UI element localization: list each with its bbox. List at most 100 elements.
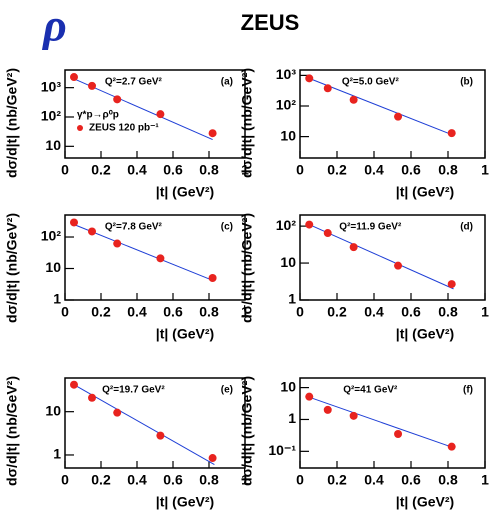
data-point bbox=[447, 442, 456, 451]
panel-label: (c) bbox=[221, 222, 233, 233]
data-point bbox=[70, 73, 78, 82]
data-point bbox=[113, 239, 122, 248]
plot-frame bbox=[64, 214, 246, 301]
figure-title: ZEUS bbox=[241, 10, 300, 35]
x-tick-label: 0 bbox=[296, 162, 304, 178]
data-point bbox=[447, 280, 456, 289]
fit-line bbox=[309, 77, 454, 136]
y-tick-label: 10² bbox=[276, 217, 297, 233]
y-axis-label: dσ/d|t| (nb/GeV²) bbox=[4, 213, 20, 323]
x-tick-label: 0.2 bbox=[327, 162, 347, 178]
panel-label: (d) bbox=[460, 222, 473, 233]
panel-label: (b) bbox=[460, 77, 473, 88]
x-tick-label: 0.6 bbox=[163, 162, 183, 178]
x-tick-label: 0.6 bbox=[163, 472, 183, 488]
x-tick-label: 0 bbox=[296, 304, 304, 320]
y-tick-label: 1 bbox=[288, 291, 296, 307]
x-tick-label: 1 bbox=[241, 304, 249, 320]
y-tick-label: 10 bbox=[45, 137, 61, 153]
x-tick-label: 0.2 bbox=[327, 304, 347, 320]
data-point bbox=[88, 393, 96, 402]
x-axis-label: |t| (GeV²) bbox=[156, 184, 214, 200]
y-tick-label: 10² bbox=[276, 97, 297, 113]
x-axis-label: |t| (GeV²) bbox=[156, 494, 214, 510]
data-point bbox=[88, 81, 96, 90]
data-point bbox=[70, 218, 78, 227]
data-point bbox=[323, 84, 332, 93]
plot-frame bbox=[299, 214, 486, 301]
data-point bbox=[113, 95, 122, 104]
x-tick-label: 0.8 bbox=[438, 304, 458, 320]
data-point bbox=[156, 110, 165, 119]
y-tick-label: 10² bbox=[41, 228, 62, 244]
data-point bbox=[323, 405, 332, 414]
x-tick-label: 0.4 bbox=[364, 472, 384, 488]
rho-symbol: ρ bbox=[41, 0, 67, 51]
x-axis-label: |t| (GeV²) bbox=[396, 326, 454, 342]
x-axis-label: |t| (GeV²) bbox=[156, 326, 214, 342]
plot-frame bbox=[64, 377, 246, 469]
y-axis-label: dσ/d|t| (nb/GeV²) bbox=[239, 213, 255, 323]
panel-label: (f) bbox=[463, 385, 473, 396]
x-tick-label: 0.8 bbox=[438, 472, 458, 488]
q2-label: Q²=7.8 GeV² bbox=[105, 222, 163, 233]
data-point bbox=[70, 380, 78, 389]
x-tick-label: 0.8 bbox=[199, 162, 219, 178]
fit-line bbox=[309, 396, 454, 449]
x-tick-label: 0.6 bbox=[401, 472, 421, 488]
legend-marker bbox=[77, 125, 83, 131]
fit-line bbox=[73, 78, 213, 141]
data-point bbox=[156, 254, 165, 263]
y-tick-label: 10³ bbox=[41, 78, 62, 94]
data-point bbox=[349, 95, 358, 104]
x-axis-label: |t| (GeV²) bbox=[396, 184, 454, 200]
y-tick-label: 10 bbox=[280, 254, 296, 270]
y-tick-label: 10³ bbox=[276, 66, 297, 82]
x-tick-label: 0.4 bbox=[364, 162, 384, 178]
y-tick-label: 10² bbox=[41, 108, 62, 124]
y-tick-label: 1 bbox=[53, 446, 61, 462]
panel-label: (a) bbox=[221, 77, 233, 88]
x-tick-label: 0.8 bbox=[199, 304, 219, 320]
x-tick-label: 0 bbox=[61, 472, 69, 488]
q2-label: Q²=2.7 GeV² bbox=[105, 77, 163, 88]
y-tick-label: 10 bbox=[280, 127, 296, 143]
panel-label: (e) bbox=[221, 385, 233, 396]
data-point bbox=[156, 431, 165, 440]
x-tick-label: 1 bbox=[241, 472, 249, 488]
x-tick-label: 0.2 bbox=[327, 472, 347, 488]
y-axis-label: dσ/d|t| (nb/GeV²) bbox=[239, 376, 255, 486]
y-axis-label: dσ/d|t| (nb/GeV²) bbox=[4, 68, 20, 178]
x-tick-label: 0.6 bbox=[163, 304, 183, 320]
y-axis-label: dσ/d|t| (nb/GeV²) bbox=[4, 376, 20, 486]
x-tick-label: 0.2 bbox=[91, 304, 111, 320]
data-point bbox=[394, 112, 403, 121]
data-point bbox=[113, 408, 122, 417]
x-tick-label: 0.6 bbox=[401, 304, 421, 320]
q2-label: Q²=19.7 GeV² bbox=[102, 385, 165, 396]
x-tick-label: 1 bbox=[241, 162, 249, 178]
fit-line bbox=[309, 224, 454, 290]
data-point bbox=[349, 243, 358, 252]
x-tick-label: 0 bbox=[61, 304, 69, 320]
process-label: γ*p→ρ⁰p bbox=[77, 110, 119, 121]
x-tick-label: 1 bbox=[481, 472, 489, 488]
x-tick-label: 0.2 bbox=[91, 162, 111, 178]
y-tick-label: 10⁻¹ bbox=[268, 442, 296, 458]
data-point bbox=[88, 227, 96, 236]
x-tick-label: 1 bbox=[481, 162, 489, 178]
data-point bbox=[305, 74, 314, 83]
x-axis-label: |t| (GeV²) bbox=[396, 494, 454, 510]
x-tick-label: 0 bbox=[61, 162, 69, 178]
y-tick-label: 10 bbox=[280, 378, 296, 394]
x-tick-label: 0.8 bbox=[438, 162, 458, 178]
x-tick-label: 0.4 bbox=[127, 162, 147, 178]
plot-frame bbox=[64, 69, 246, 159]
data-point bbox=[208, 129, 217, 138]
data-point bbox=[323, 229, 332, 238]
x-tick-label: 0.4 bbox=[127, 304, 147, 320]
x-tick-label: 0.4 bbox=[127, 472, 147, 488]
plot-frame bbox=[299, 377, 486, 469]
data-point bbox=[208, 454, 217, 463]
